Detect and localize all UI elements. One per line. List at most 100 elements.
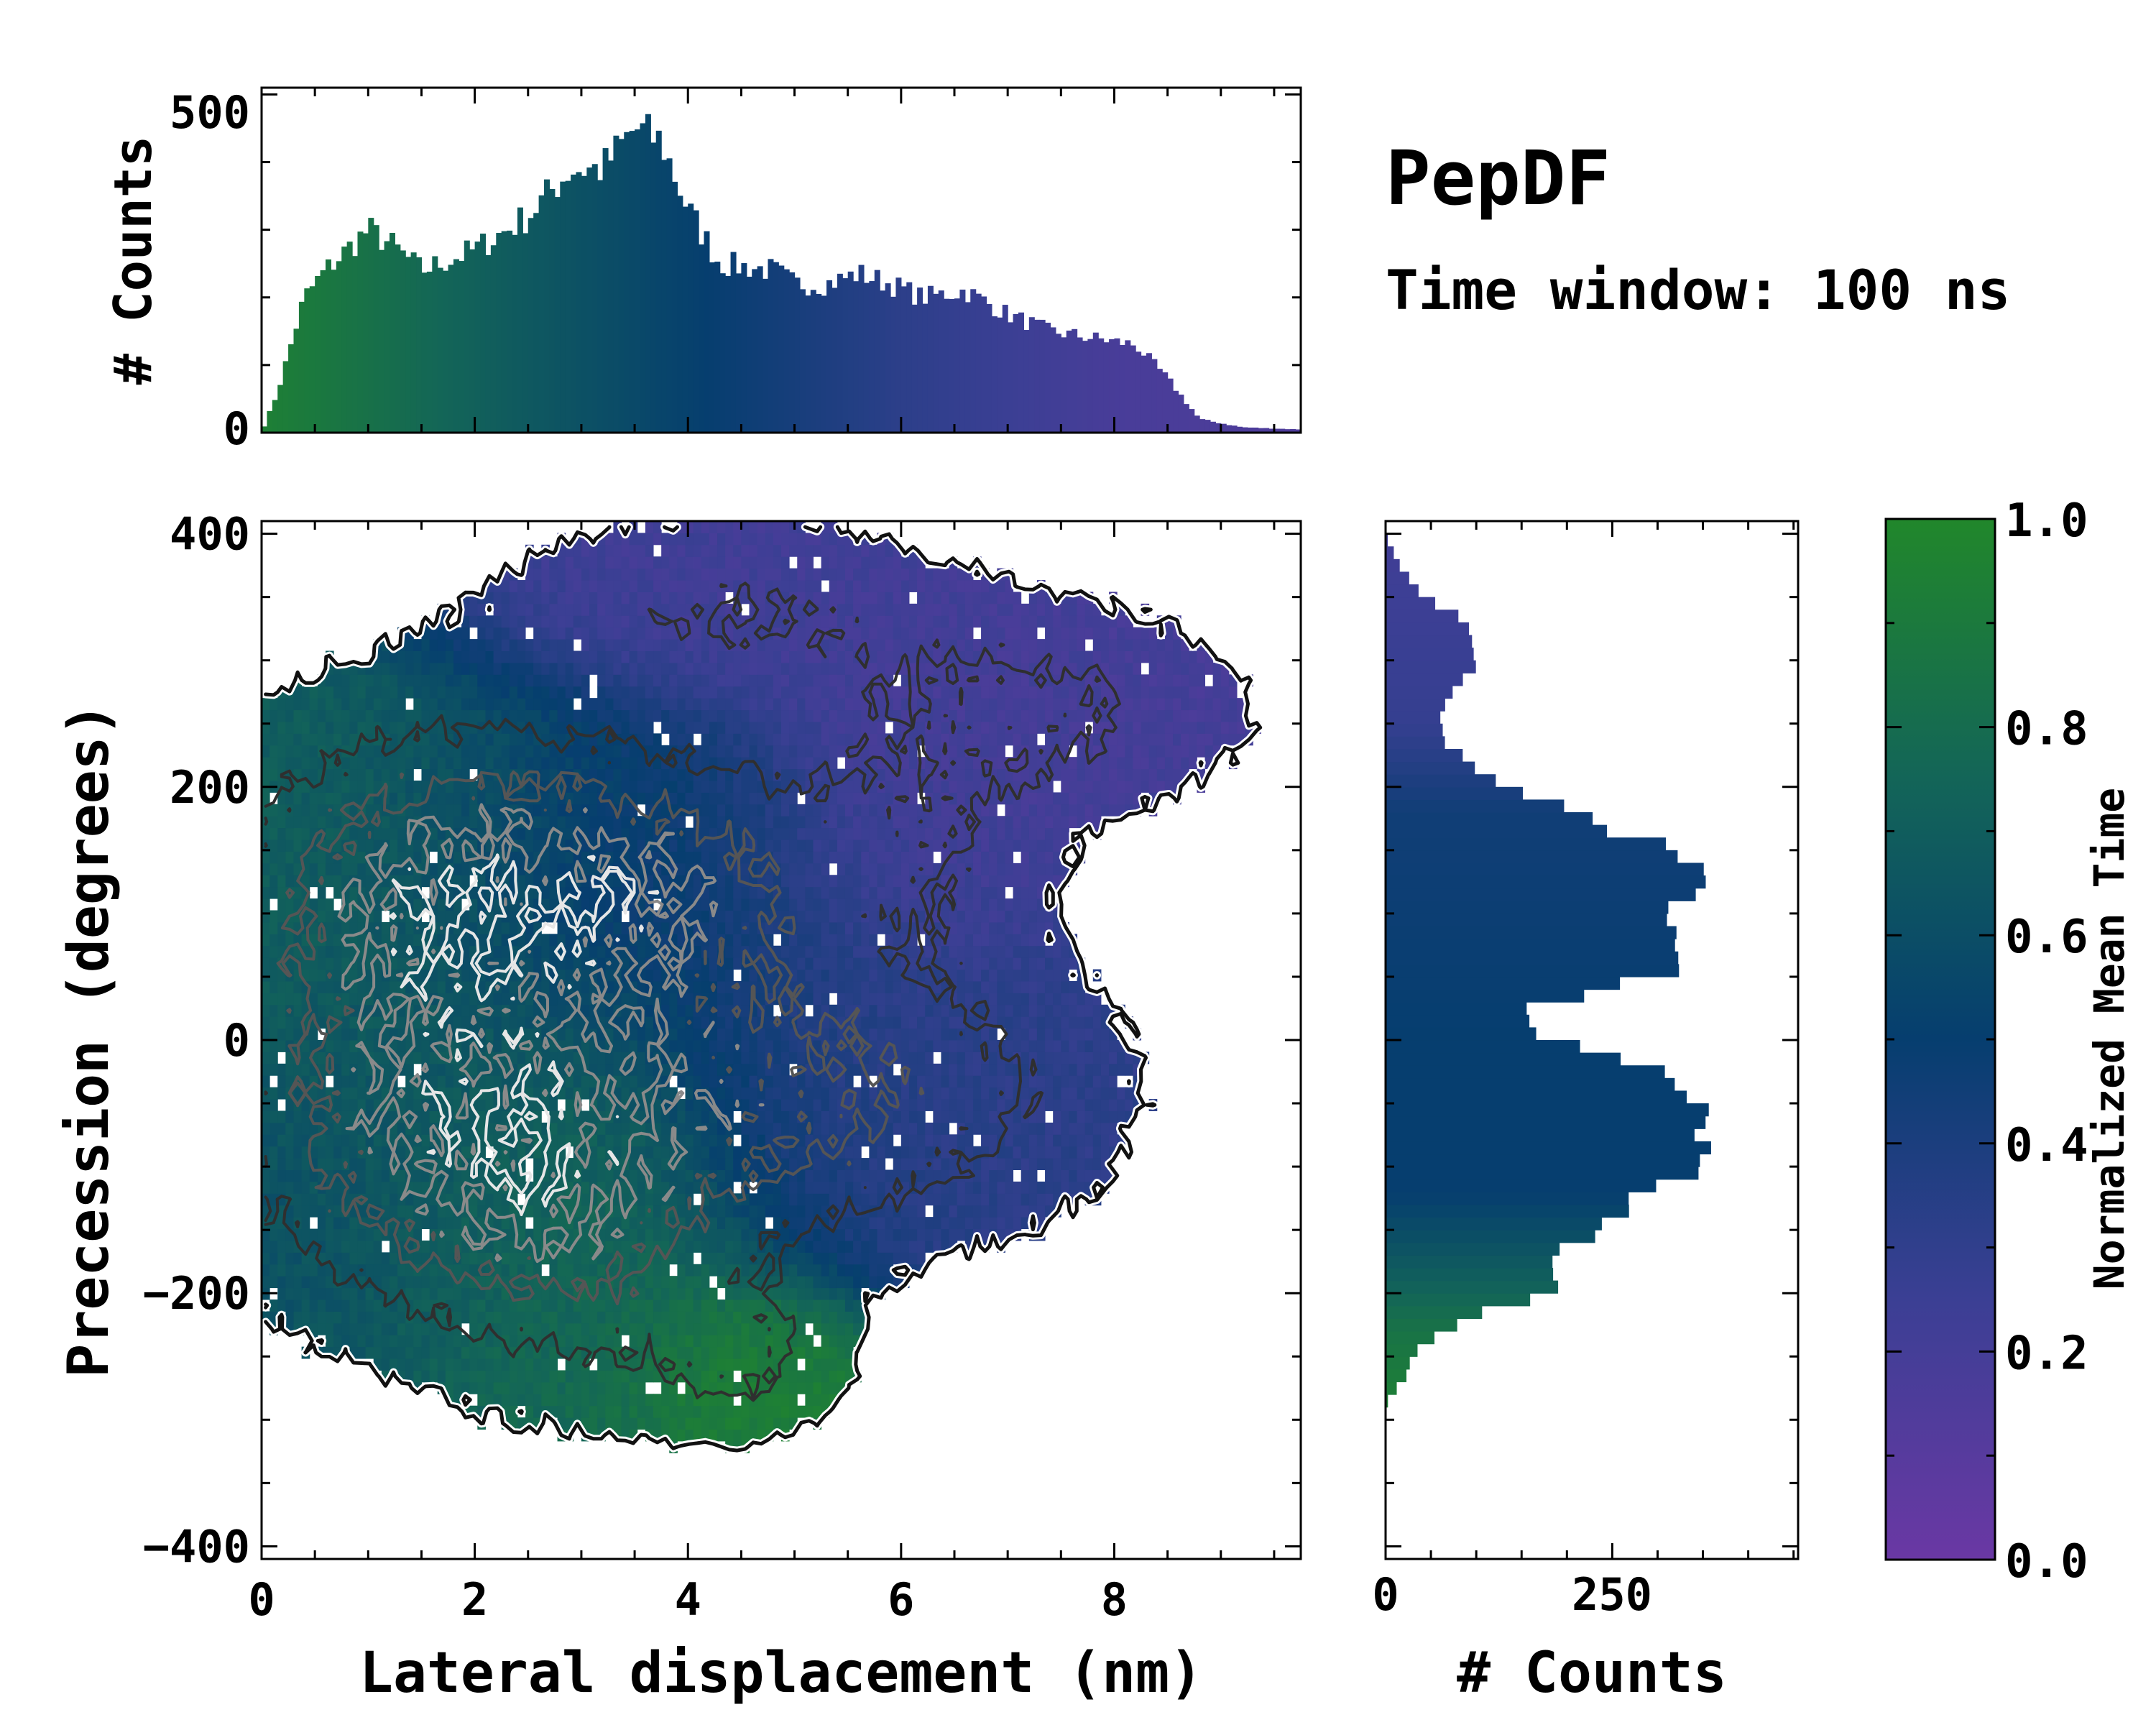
- heatmap-cell: [869, 1181, 877, 1194]
- heatmap-cell: [981, 875, 990, 888]
- heatmap-cell: [453, 1063, 462, 1076]
- heatmap-cell: [381, 1028, 390, 1041]
- heatmap-cell: [573, 1063, 582, 1076]
- heatmap-cell: [437, 1217, 446, 1230]
- heatmap-cell: [477, 1169, 486, 1182]
- heatmap-cell: [997, 827, 1005, 840]
- heatmap-cell: [581, 1087, 590, 1100]
- heatmap-cell: [317, 1322, 326, 1335]
- heatmap-cell: [453, 1287, 462, 1300]
- heatmap-cell: [637, 1158, 646, 1170]
- heatmap-cell: [421, 1240, 430, 1253]
- heatmap-cell: [781, 816, 790, 829]
- heatmap-cell: [373, 840, 382, 852]
- heatmap-cell: [573, 1358, 582, 1371]
- heatmap-cell: [677, 1311, 686, 1324]
- heatmap-cell: [645, 1016, 654, 1029]
- heatmap-cell: [541, 1181, 550, 1194]
- heatmap-cell: [397, 945, 406, 958]
- heatmap-cell: [413, 1276, 422, 1289]
- heatmap-cell: [941, 1075, 950, 1088]
- heatmap-cell: [341, 993, 350, 1006]
- heatmap-cell: [445, 1287, 454, 1300]
- heatmap-cell: [829, 1063, 838, 1076]
- heatmap-cell: [565, 1358, 574, 1371]
- heatmap-cell: [557, 921, 566, 934]
- heatmap-cell: [285, 1205, 294, 1218]
- heatmap-cell: [917, 1004, 926, 1017]
- heatmap-cell: [581, 1028, 590, 1041]
- heatmap-cell: [1053, 840, 1061, 852]
- heatmap-cell: [485, 1099, 494, 1111]
- heatmap-cell: [413, 1110, 422, 1123]
- heatmap-cell: [869, 1146, 877, 1159]
- heatmap-cell: [645, 1158, 654, 1170]
- heatmap-cell: [1053, 1099, 1061, 1111]
- heatmap-cell: [1005, 1158, 1014, 1170]
- heatmap-cell: [981, 1205, 990, 1218]
- heatmap-cell: [573, 851, 582, 864]
- heatmap-cell: [908, 1075, 918, 1088]
- heatmap-cell: [781, 1181, 790, 1194]
- heatmap-cell: [493, 1276, 502, 1289]
- heatmap-cell: [653, 1205, 662, 1218]
- heatmap-cell: [829, 1146, 838, 1159]
- heatmap-cell: [917, 980, 926, 993]
- heatmap-cell: [357, 862, 367, 875]
- top-histogram-bar: [1210, 421, 1216, 433]
- heatmap-cell: [1100, 1146, 1110, 1159]
- heatmap-cell: [773, 875, 782, 888]
- heatmap-cell: [333, 1040, 342, 1052]
- heatmap-cell: [397, 1040, 406, 1052]
- heatmap-cell: [437, 1099, 446, 1111]
- heatmap-cell: [581, 1146, 590, 1159]
- heatmap-cell: [917, 1217, 926, 1230]
- heatmap-cell: [349, 1217, 358, 1230]
- heatmap-cell: [597, 1346, 606, 1359]
- heatmap-cell: [989, 862, 998, 875]
- heatmap-cell: [270, 980, 278, 993]
- heatmap-cell: [733, 1381, 742, 1394]
- heatmap-cell: [373, 1311, 382, 1324]
- heatmap-cell: [413, 840, 422, 852]
- top-histogram-bar: [789, 272, 796, 433]
- heatmap-cell: [381, 1052, 390, 1064]
- heatmap-cell: [309, 1028, 318, 1041]
- heatmap-cell: [629, 1075, 638, 1088]
- heatmap-cell: [837, 1063, 846, 1076]
- heatmap-cell: [389, 1181, 398, 1194]
- heatmap-cell: [349, 1110, 358, 1123]
- heatmap-cell: [1028, 1004, 1038, 1017]
- top-histogram-bar: [970, 289, 977, 433]
- heatmap-cell: [429, 1252, 438, 1265]
- heatmap-cell: [285, 1028, 294, 1041]
- heatmap-cell: [1028, 957, 1038, 970]
- heatmap-cell: [589, 1322, 598, 1335]
- heatmap-cell: [693, 1228, 702, 1241]
- heatmap-cell: [757, 1335, 766, 1348]
- heatmap-cell: [437, 1335, 446, 1348]
- heatmap-cell: [765, 1252, 774, 1265]
- heatmap-cell: [797, 1252, 806, 1265]
- heatmap-cell: [893, 957, 902, 970]
- heatmap-cell: [717, 1240, 726, 1253]
- heatmap-cell: [789, 816, 798, 829]
- heatmap-cell: [1036, 1028, 1046, 1041]
- heatmap-cell: [821, 1181, 830, 1194]
- heatmap-cell: [701, 1417, 710, 1430]
- heatmap-cell: [765, 1405, 774, 1418]
- heatmap-cell: [453, 862, 462, 875]
- heatmap-cell: [941, 1146, 950, 1159]
- heatmap-cell: [757, 1110, 766, 1123]
- heatmap-cell: [565, 1110, 574, 1123]
- heatmap-cell: [365, 1075, 374, 1088]
- heatmap-cell: [549, 1099, 558, 1111]
- top-histogram-bar: [1087, 339, 1094, 433]
- heatmap-cell: [1069, 957, 1078, 970]
- heatmap-cell: [741, 1028, 750, 1041]
- heatmap-cell: [949, 1063, 958, 1076]
- heatmap-cell: [733, 816, 742, 829]
- heatmap-cell: [877, 969, 886, 982]
- heatmap-cell: [717, 1417, 726, 1430]
- heatmap-cell: [669, 1193, 678, 1206]
